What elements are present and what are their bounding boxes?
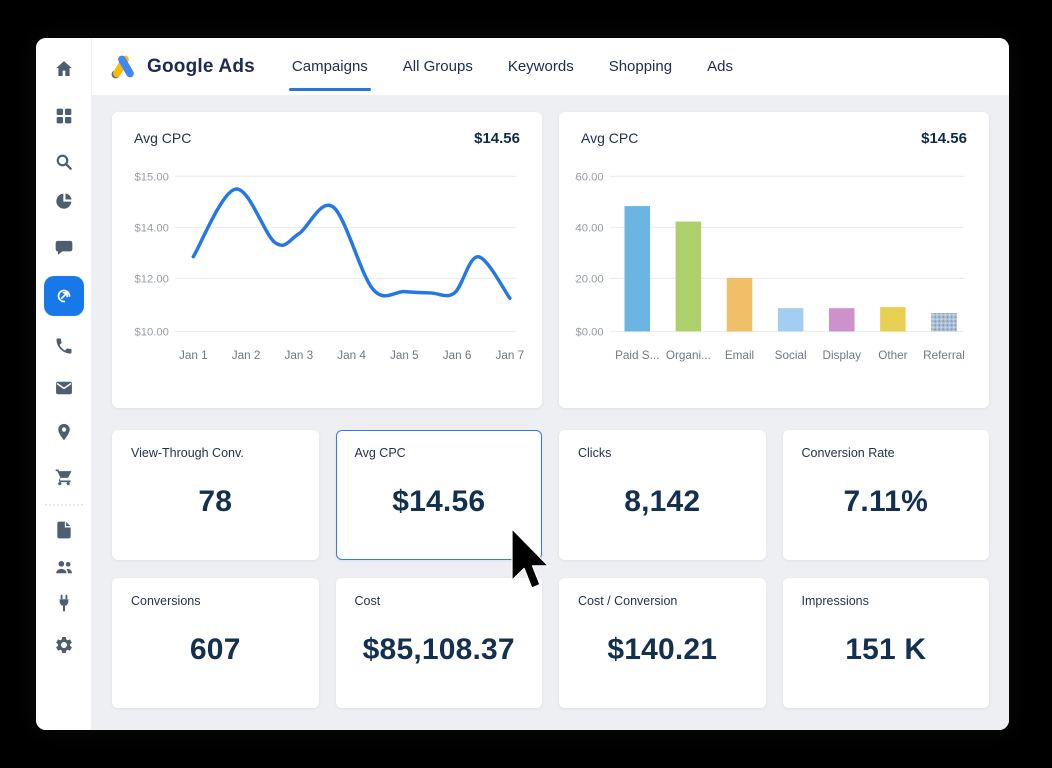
kpi-row-2: Conversions 607 Cost $85,108.37 Cost / C…: [112, 578, 989, 708]
sidebar-divider: [44, 504, 83, 506]
phone-icon[interactable]: [44, 326, 84, 366]
kpi-value: $85,108.37: [362, 632, 515, 666]
kpi-value: 7.11%: [843, 484, 928, 518]
nav-tabs: Campaigns All Groups Keywords Shopping A…: [288, 38, 733, 95]
shopping-cart-icon[interactable]: [44, 457, 84, 497]
avg-cpc-line-chart-card: Avg CPC $14.56 $15.00 $14.00 $12.00 $10.00 J…: [112, 112, 542, 408]
svg-text:Jan 6: Jan 6: [443, 349, 472, 362]
kpi-label: Conversions: [131, 594, 201, 608]
kpi-row-1: View-Through Conv. 78 Avg CPC $14.56 Cli…: [112, 430, 989, 560]
svg-text:Organi...: Organi...: [666, 349, 711, 362]
chart-value: $14.56: [474, 130, 520, 147]
svg-text:$0.00: $0.00: [576, 327, 604, 339]
kpi-value: 151 K: [845, 632, 927, 666]
svg-text:Jan 7: Jan 7: [496, 349, 525, 362]
main-area: Google Ads Campaigns All Groups Keywords…: [92, 38, 1009, 730]
kpi-card-conversions[interactable]: Conversions 607: [112, 578, 319, 708]
tab-keywords[interactable]: Keywords: [507, 58, 574, 75]
kpi-card-view-through-conv[interactable]: View-Through Conv. 78: [112, 430, 319, 560]
kpi-label: Clicks: [578, 446, 612, 460]
svg-text:Jan 1: Jan 1: [179, 349, 208, 362]
svg-text:Referral: Referral: [923, 349, 965, 362]
svg-text:$14.00: $14.00: [134, 222, 168, 234]
kpi-label: Cost: [354, 594, 381, 608]
chart-title: Avg CPC: [581, 130, 639, 146]
svg-text:$12.00: $12.00: [134, 273, 168, 285]
location-pin-icon[interactable]: [44, 412, 84, 452]
google-ads-logo[interactable]: Google Ads: [110, 53, 255, 80]
kpi-card-avg-cpc[interactable]: Avg CPC $14.56: [335, 430, 542, 560]
pie-chart-icon[interactable]: [44, 181, 84, 221]
avg-cpc-bar-chart-card: Avg CPC $14.56 $60.00 $40.00 $20.00 $0.00 Pa…: [559, 112, 989, 408]
plug-icon[interactable]: [44, 583, 84, 623]
home-icon[interactable]: [44, 49, 84, 89]
svg-text:Jan 3: Jan 3: [284, 349, 313, 362]
settings-gear-icon[interactable]: [44, 625, 84, 665]
sidebar: [36, 38, 92, 730]
brand-name: Google Ads: [147, 55, 255, 77]
topbar: Google Ads Campaigns All Groups Keywords…: [92, 38, 1009, 95]
charts-row: Avg CPC $14.56 $15.00 $14.00 $12.00 $10.00 J…: [112, 112, 989, 408]
dashboard-grid-icon[interactable]: [44, 96, 84, 136]
svg-text:Jan 5: Jan 5: [390, 349, 419, 362]
kpi-card-impressions[interactable]: Impressions 151 K: [782, 578, 989, 708]
kpi-card-conversion-rate[interactable]: Conversion Rate 7.11%: [782, 430, 989, 560]
svg-text:Email: Email: [725, 349, 754, 362]
kpi-label: Conversion Rate: [801, 446, 895, 460]
active-tab-underline: [288, 88, 371, 91]
svg-text:$10.00: $10.00: [134, 327, 168, 339]
kpi-value: 607: [189, 632, 241, 666]
svg-text:Paid S...: Paid S...: [615, 349, 659, 362]
users-icon[interactable]: [44, 547, 84, 587]
kpi-card-cost-per-conversion[interactable]: Cost / Conversion $140.21: [559, 578, 766, 708]
svg-text:$40.00: $40.00: [575, 222, 604, 234]
kpi-value: $140.21: [607, 632, 718, 666]
kpi-value: 8,142: [624, 484, 701, 518]
kpi-card-clicks[interactable]: Clicks 8,142: [559, 430, 766, 560]
svg-text:$60.00: $60.00: [575, 171, 604, 183]
bar-chart-svg: $60.00 $40.00 $20.00 $0.00 Paid S... Organi..…: [569, 171, 965, 362]
tab-ads[interactable]: Ads: [707, 58, 733, 75]
kpi-label: Cost / Conversion: [578, 594, 678, 608]
svg-text:Jan 4: Jan 4: [337, 349, 366, 362]
document-icon[interactable]: [44, 510, 84, 550]
tab-all-groups[interactable]: All Groups: [402, 58, 473, 75]
chart-title: Avg CPC: [134, 130, 192, 146]
line-chart-svg: $15.00 $14.00 $12.00 $10.00 Jan 1 Jan 2 Jan 3 J…: [134, 171, 525, 362]
svg-text:Display: Display: [823, 349, 862, 362]
tab-campaigns[interactable]: Campaigns: [288, 38, 371, 95]
app-window: Google Ads Campaigns All Groups Keywords…: [36, 38, 1009, 730]
kpi-label: Impressions: [801, 594, 869, 608]
svg-text:$20.00: $20.00: [575, 273, 604, 285]
kpi-label: Avg CPC: [354, 446, 406, 460]
kpi-card-cost[interactable]: Cost $85,108.37: [335, 578, 542, 708]
svg-text:Social: Social: [775, 349, 807, 362]
chat-icon[interactable]: [44, 228, 84, 268]
chart-value: $14.56: [921, 130, 967, 147]
google-ads-logo-icon: [111, 55, 134, 79]
kpi-label: View-Through Conv.: [131, 446, 244, 460]
kpi-value: 78: [198, 484, 233, 518]
mail-icon[interactable]: [44, 368, 84, 408]
svg-text:Other: Other: [878, 349, 907, 362]
tab-shopping[interactable]: Shopping: [608, 58, 673, 75]
svg-text:$15.00: $15.00: [134, 171, 168, 183]
svg-text:Jan 2: Jan 2: [232, 349, 261, 362]
search-icon[interactable]: [44, 142, 84, 182]
kpi-value: $14.56: [392, 484, 486, 518]
content: Avg CPC $14.56 $15.00 $14.00 $12.00 $10.00 J…: [92, 95, 1009, 730]
ads-target-icon[interactable]: [43, 276, 84, 316]
